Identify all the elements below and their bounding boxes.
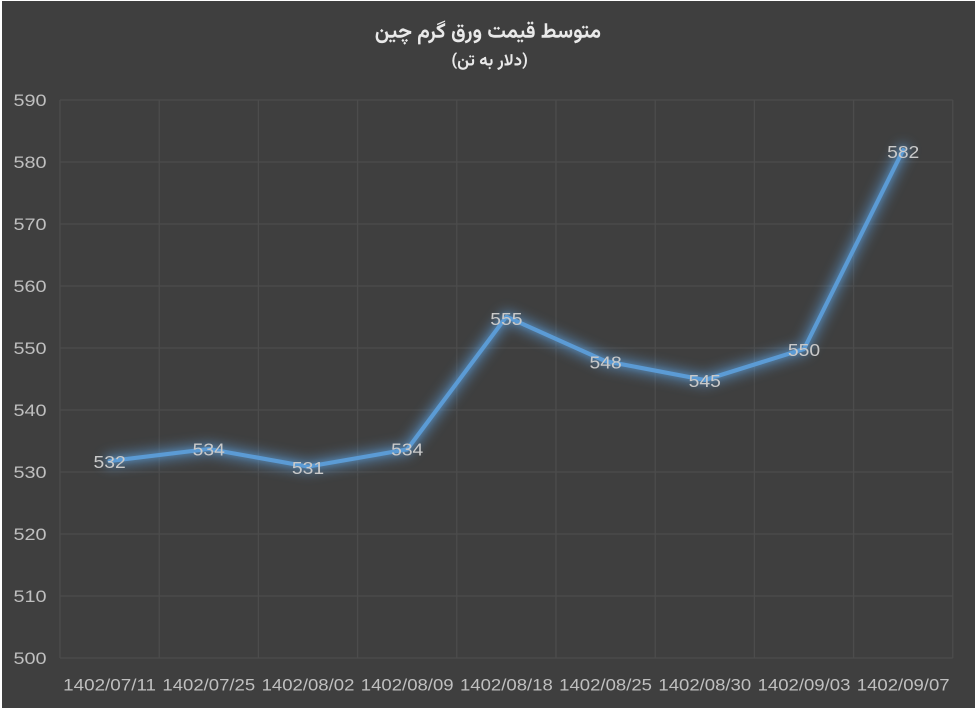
svg-text:570: 570 [14,216,47,234]
svg-text:520: 520 [14,526,47,544]
svg-text:1402/08/02: 1402/08/02 [262,677,355,695]
svg-text:540: 540 [14,402,47,420]
svg-text:531: 531 [292,458,324,478]
svg-text:550: 550 [788,340,820,360]
svg-text:545: 545 [689,371,721,391]
svg-text:1402/08/18: 1402/08/18 [460,677,553,695]
svg-text:590: 590 [14,92,47,110]
svg-text:555: 555 [490,309,522,329]
svg-text:1402/08/25: 1402/08/25 [559,677,652,695]
svg-text:1402/09/03: 1402/09/03 [758,677,851,695]
svg-text:532: 532 [94,452,126,472]
svg-text:550: 550 [14,340,47,358]
svg-text:560: 560 [14,278,47,296]
svg-text:1402/07/25: 1402/07/25 [162,677,255,695]
svg-text:580: 580 [14,154,47,172]
svg-text:500: 500 [14,650,47,668]
svg-text:1402/09/07: 1402/09/07 [857,677,950,695]
svg-text:534: 534 [391,439,424,459]
svg-text:548: 548 [590,353,622,373]
svg-text:1402/07/11: 1402/07/11 [63,677,156,695]
svg-text:1402/08/30: 1402/08/30 [658,677,751,695]
svg-text:582: 582 [887,142,919,162]
svg-text:510: 510 [14,588,47,606]
svg-text:534: 534 [193,439,226,459]
svg-text:530: 530 [14,464,47,482]
svg-text:1402/08/09: 1402/08/09 [361,677,454,695]
